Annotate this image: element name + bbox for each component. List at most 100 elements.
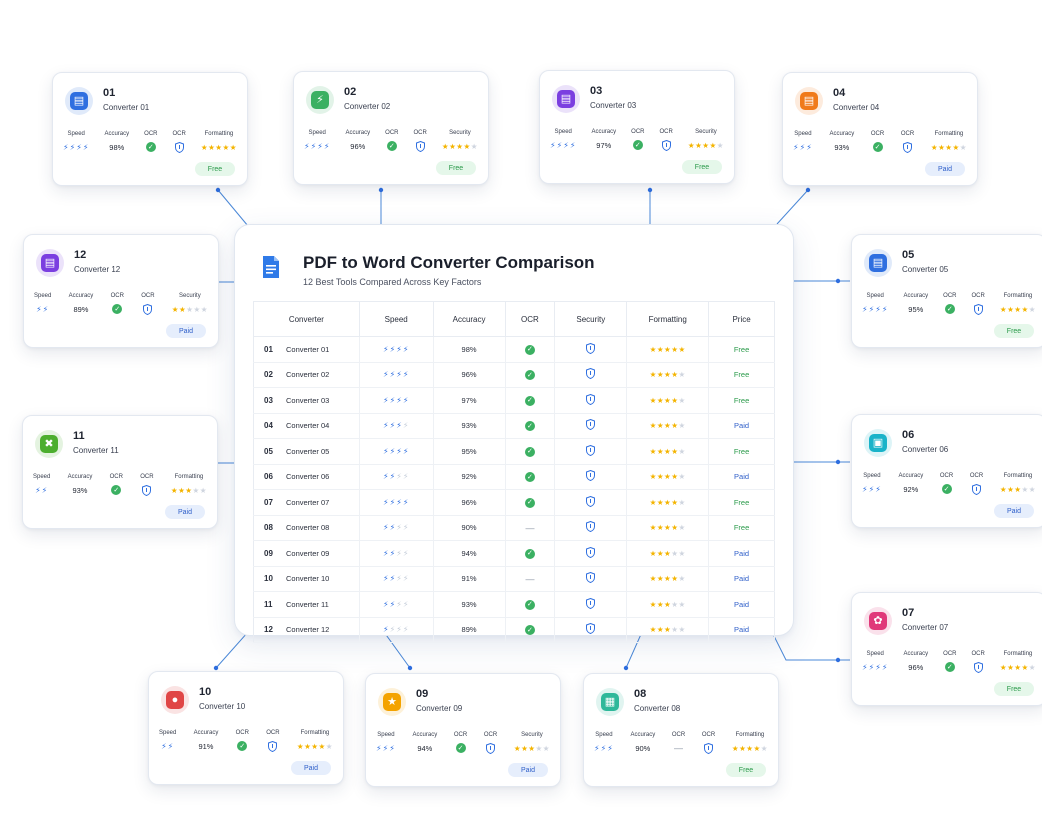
card-metric: OCR xyxy=(414,130,427,152)
metric-value: ⚡⚡⚡⚡ xyxy=(862,661,888,673)
card-icon-wrap: ✖ xyxy=(35,430,63,458)
cell-security xyxy=(554,387,628,414)
formatting-rating: ★★★★★ xyxy=(649,421,686,431)
card-metric: Speed ⚡⚡ xyxy=(33,474,50,496)
formatting-rating: ★★★★★ xyxy=(731,743,768,753)
converter-card-09[interactable]: ★ 09 Converter 09 Speed ⚡⚡⚡ Accuracy 94% OCR ✓ OC… xyxy=(365,673,561,787)
card-icon-wrap: ● xyxy=(161,686,189,714)
cell-ocr: ✓ xyxy=(505,591,556,618)
table-row[interactable]: 02 Converter 02 ⚡⚡⚡⚡ 96% ✓ ★★★★★ Free xyxy=(253,362,775,388)
price-badge[interactable]: Free xyxy=(994,682,1034,696)
metric-value: ★★★★★ xyxy=(732,742,768,754)
card-name: Converter 10 xyxy=(199,702,246,711)
card-name: Converter 12 xyxy=(74,265,121,274)
metric-label: OCR xyxy=(943,651,957,657)
price-badge[interactable]: Free xyxy=(195,162,235,176)
card-name: Converter 07 xyxy=(902,623,949,632)
metric-label: Formatting xyxy=(1003,293,1033,299)
table-row[interactable]: 04 Converter 04 ⚡⚡⚡⚡ 93% ✓ ★★★★★ Paid xyxy=(253,413,775,439)
converter-card-11[interactable]: ✖ 11 Converter 11 Speed ⚡⚡ Accuracy 93% OCR ✓ OCR… xyxy=(22,415,218,529)
table-row[interactable]: 08 Converter 08 ⚡⚡⚡⚡ 90% — ★★★★★ Free xyxy=(253,515,775,541)
price-badge[interactable]: Paid xyxy=(994,504,1034,518)
shield-icon xyxy=(486,742,496,754)
card-metric: OCR xyxy=(970,473,983,495)
cell-speed: ⚡⚡⚡⚡ xyxy=(359,591,434,618)
metric-label: Accuracy xyxy=(903,651,929,657)
price-badge[interactable]: Free xyxy=(726,763,766,777)
metric-value xyxy=(142,484,152,496)
document-icon: ▤ xyxy=(41,254,59,272)
converter-card-03[interactable]: ▤ 03 Converter 03 Speed ⚡⚡⚡⚡ Accuracy 97% OCR ✓ O… xyxy=(539,70,735,184)
converter-card-02[interactable]: ⚡ 02 Converter 02 Speed ⚡⚡⚡⚡ Accuracy 96% OCR ✓ O… xyxy=(293,71,489,185)
card-metric: OCR xyxy=(702,732,715,754)
check-icon: ✓ xyxy=(237,741,248,751)
cell-converter: 05 Converter 05 xyxy=(253,438,360,465)
col-header-price: Price xyxy=(708,301,775,337)
table-row[interactable]: 10 Converter 10 ⚡⚡⚡⚡ 91% — ★★★★★ Paid xyxy=(253,566,775,592)
cell-security xyxy=(554,336,628,363)
table-row[interactable]: 07 Converter 07 ⚡⚡⚡⚡ 96% ✓ ★★★★★ Free xyxy=(253,489,775,516)
price-badge[interactable]: Free xyxy=(682,160,722,174)
cell-converter: 10 Converter 10 xyxy=(253,566,360,592)
metric-value: ✓ xyxy=(941,483,952,495)
formatting-rating: ★★★★★ xyxy=(171,304,208,314)
metric-value: ★★★★★ xyxy=(171,484,207,496)
metric-label: OCR xyxy=(939,473,954,479)
price-badge[interactable]: Paid xyxy=(508,763,548,777)
formatting-rating: ★★★★★ xyxy=(649,370,686,380)
table-row[interactable]: 05 Converter 05 ⚡⚡⚡⚡ 95% ✓ ★★★★★ Free xyxy=(253,438,775,465)
cell-security xyxy=(554,489,628,516)
price-badge[interactable]: Free xyxy=(994,324,1034,338)
converter-card-08[interactable]: ▦ 08 Converter 08 Speed ⚡⚡⚡ Accuracy 90% OCR — OC… xyxy=(583,673,779,787)
price-badge[interactable]: Paid xyxy=(165,505,205,519)
metric-value: ⚡⚡⚡⚡ xyxy=(304,140,330,152)
price-badge[interactable]: Free xyxy=(436,161,476,175)
shield-icon xyxy=(586,521,596,533)
card-metric: Accuracy 94% xyxy=(413,732,438,754)
metric-label: Accuracy xyxy=(104,131,130,137)
card-metric: Formatting ★★★★★ xyxy=(732,732,768,754)
card-icon-wrap: ▤ xyxy=(864,249,892,277)
metric-label: Accuracy xyxy=(630,732,656,738)
accuracy-value: 96% xyxy=(350,141,366,151)
table-row[interactable]: 03 Converter 03 ⚡⚡⚡⚡ 97% ✓ ★★★★★ Free xyxy=(253,387,775,414)
table-row[interactable]: 09 Converter 09 ⚡⚡⚡⚡ 94% ✓ ★★★★★ Paid xyxy=(253,540,775,567)
formatting-rating: ★★★★★ xyxy=(649,599,686,609)
price-badge[interactable]: Paid xyxy=(166,324,206,338)
card-metric: OCR — xyxy=(672,732,685,754)
table-row[interactable]: 01 Converter 01 ⚡⚡⚡⚡ 98% ✓ ★★★★★ Free xyxy=(253,336,775,363)
metric-label: Accuracy xyxy=(903,293,929,299)
card-metrics: Speed ⚡⚡⚡ Accuracy 93% OCR ✓ OCR Formatting ★★★★… xyxy=(793,131,967,153)
converter-card-04[interactable]: ▤ 04 Converter 04 Speed ⚡⚡⚡ Accuracy 93% OCR ✓ OC… xyxy=(782,72,978,186)
table-row[interactable]: 06 Converter 06 ⚡⚡⚡⚡ 92% ✓ ★★★★★ Paid xyxy=(253,464,775,490)
converter-card-07[interactable]: ✿ 07 Converter 07 Speed ⚡⚡⚡⚡ Accuracy 96% OCR ✓ O… xyxy=(851,592,1042,706)
metric-label: Security xyxy=(449,130,471,136)
speed-rating: ⚡⚡⚡⚡ xyxy=(382,446,410,456)
converter-card-01[interactable]: ▤ 01 Converter 01 Speed ⚡⚡⚡⚡ Accuracy 98% OCR ✓ O… xyxy=(52,72,248,186)
card-metric: OCR xyxy=(972,293,985,315)
price-badge[interactable]: Paid xyxy=(925,162,965,176)
converter-card-05[interactable]: ▤ 05 Converter 05 Speed ⚡⚡⚡⚡ Accuracy 95% OCR ✓ O… xyxy=(851,234,1042,348)
price-badge[interactable]: Paid xyxy=(291,761,331,775)
cell-formatting: ★★★★★ xyxy=(626,413,710,439)
shield-icon xyxy=(972,483,982,495)
metric-value: ★★★★★ xyxy=(201,141,237,153)
metric-value: ✓ xyxy=(237,740,248,752)
cell-ocr: ✓ xyxy=(505,489,556,516)
metric-label: OCR xyxy=(144,131,158,137)
table-row[interactable]: 11 Converter 11 ⚡⚡⚡⚡ 93% ✓ ★★★★★ Paid xyxy=(253,591,775,618)
cell-speed: ⚡⚡⚡⚡ xyxy=(359,515,434,541)
converter-card-12[interactable]: ▤ 12 Converter 12 Speed ⚡⚡ Accuracy 89% OCR ✓ OCR… xyxy=(23,234,219,348)
metric-label: Speed xyxy=(554,129,572,135)
converter-card-10[interactable]: ● 10 Converter 10 Speed ⚡⚡ Accuracy 91% OCR ✓ OCR… xyxy=(148,671,344,785)
card-icon-wrap: ★ xyxy=(378,688,406,716)
formatting-rating: ★★★★★ xyxy=(513,743,550,753)
col-header-security: Security xyxy=(554,301,628,337)
cell-ocr: ✓ xyxy=(505,413,556,439)
metric-label: Accuracy xyxy=(898,473,924,479)
table-row[interactable]: 12 Converter 12 ⚡⚡⚡⚡ 89% ✓ ★★★★★ Paid xyxy=(253,617,775,643)
card-metric: OCR ✓ xyxy=(943,651,957,673)
converter-card-06[interactable]: ▣ 06 Converter 06 Speed ⚡⚡⚡ Accuracy 92% OCR ✓ OC… xyxy=(851,414,1042,528)
speed-rating: ⚡⚡⚡⚡ xyxy=(382,497,410,507)
check-icon: ✓ xyxy=(524,625,535,635)
